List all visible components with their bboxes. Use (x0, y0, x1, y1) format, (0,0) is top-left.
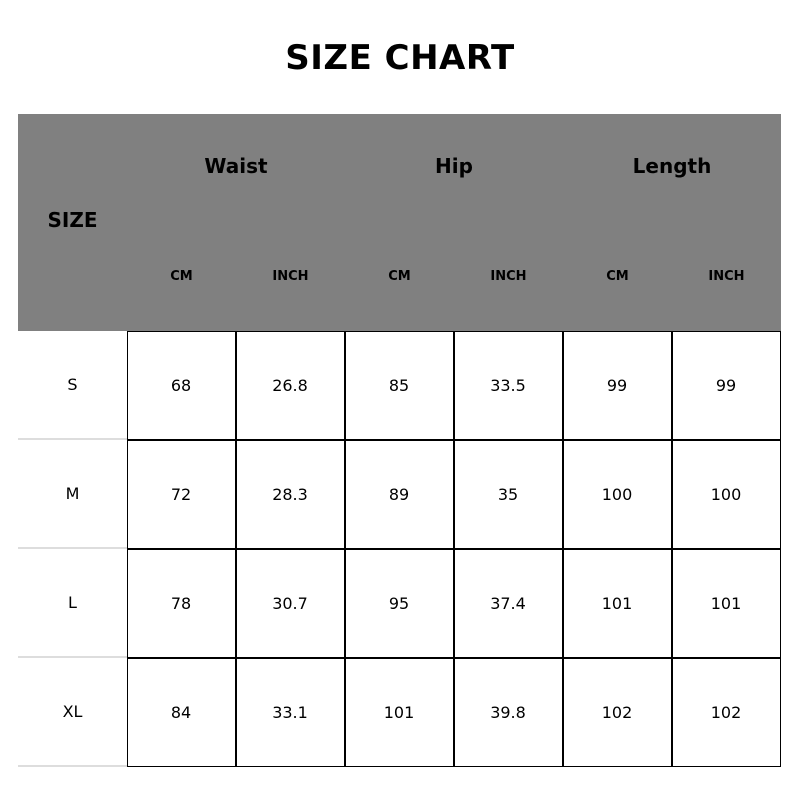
table-cell: 102 (671, 657, 781, 767)
table-cell: 101 (562, 548, 672, 658)
unit-header: INCH (708, 269, 745, 284)
table-cell: 101 (344, 657, 454, 767)
table-cell: 85 (344, 331, 454, 440)
unit-header: CM (388, 269, 411, 284)
unit-header: CM (606, 269, 629, 284)
table-cell: 100 (671, 439, 781, 549)
table-cell: 99 (562, 331, 672, 440)
size-cell: M (18, 440, 127, 549)
table-cell: 78 (126, 548, 236, 658)
table-cell: 95 (344, 548, 454, 658)
table-cell: 33.5 (453, 331, 563, 440)
table-cell: 37.4 (453, 548, 563, 658)
size-cell: L (18, 549, 127, 658)
table-cell: 39.8 (453, 657, 563, 767)
table-cell: 100 (562, 439, 672, 549)
table-cell: 89 (344, 439, 454, 549)
table-cell: 99 (671, 331, 781, 440)
column-group-header: Waist (204, 154, 268, 178)
size-cell: S (18, 331, 127, 440)
unit-header: INCH (272, 269, 309, 284)
table-cell: 102 (562, 657, 672, 767)
size-cell: XL (18, 658, 127, 767)
table-cell: 28.3 (235, 439, 345, 549)
table-cell: 33.1 (235, 657, 345, 767)
table-header (18, 114, 781, 331)
table-cell: 72 (126, 439, 236, 549)
table-cell: 30.7 (235, 548, 345, 658)
size-column-header: SIZE (47, 208, 98, 232)
table-cell: 84 (126, 657, 236, 767)
unit-header: CM (170, 269, 193, 284)
table-cell: 26.8 (235, 331, 345, 440)
table-cell: 35 (453, 439, 563, 549)
unit-header: INCH (490, 269, 527, 284)
table-cell: 101 (671, 548, 781, 658)
column-group-header: Hip (435, 154, 473, 178)
table-cell: 68 (126, 331, 236, 440)
column-group-header: Length (632, 154, 712, 178)
page-title: SIZE CHART (285, 38, 515, 78)
